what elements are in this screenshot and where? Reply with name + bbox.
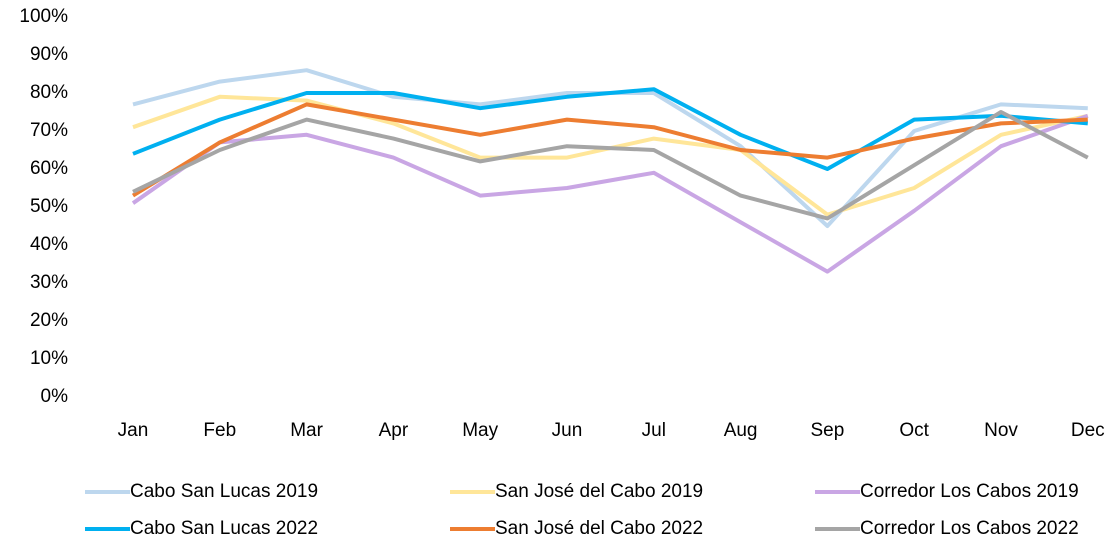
- y-tick-label: 40%: [30, 234, 68, 255]
- x-tick-label: Sep: [810, 420, 844, 441]
- y-tick-label: 0%: [41, 386, 69, 407]
- legend-label: Cabo San Lucas 2019: [130, 481, 318, 502]
- x-tick-label: Nov: [984, 420, 1018, 441]
- x-tick-label: Mar: [290, 420, 323, 441]
- x-tick-label: Apr: [379, 420, 409, 441]
- series-line: [131, 102, 1088, 198]
- x-tick-label: Feb: [203, 420, 236, 441]
- x-tick-label: May: [462, 420, 498, 441]
- y-tick-label: 20%: [30, 310, 68, 331]
- x-tick-label: Jan: [118, 420, 149, 441]
- legend-label: San José del Cabo 2022: [495, 518, 703, 539]
- legend-label: Corredor Los Cabos 2022: [860, 518, 1079, 539]
- y-tick-label: 50%: [30, 196, 68, 217]
- legend-label: Cabo San Lucas 2022: [130, 518, 318, 539]
- y-tick-label: 70%: [30, 120, 68, 141]
- y-tick-label: 10%: [30, 348, 68, 369]
- legend-label: San José del Cabo 2019: [495, 481, 703, 502]
- x-tick-label: Aug: [724, 420, 758, 441]
- y-tick-label: 60%: [30, 158, 68, 179]
- y-tick-label: 30%: [30, 272, 68, 293]
- series-line: [132, 110, 1089, 221]
- x-tick-label: Jul: [642, 420, 666, 441]
- x-tick-label: Oct: [899, 420, 929, 441]
- y-tick-label: 100%: [19, 6, 68, 27]
- x-tick-label: Dec: [1071, 420, 1105, 441]
- series-line: [132, 94, 1089, 217]
- series-line: [132, 87, 1088, 171]
- x-tick-label: Jun: [552, 420, 583, 441]
- y-tick-label: 90%: [30, 44, 68, 65]
- y-tick-label: 80%: [30, 82, 68, 103]
- series-line: [131, 113, 1089, 274]
- legend-label: Corredor Los Cabos 2019: [860, 481, 1079, 502]
